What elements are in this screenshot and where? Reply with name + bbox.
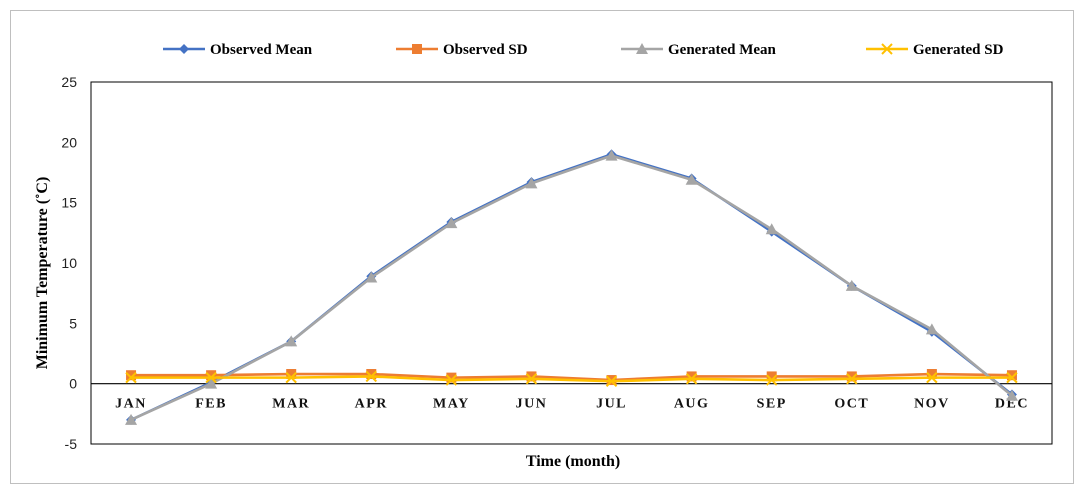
series-line (131, 372, 1012, 382)
data-point (286, 369, 297, 380)
data-point (766, 371, 777, 382)
legend-label: Generated SD (913, 42, 1004, 58)
data-point (881, 43, 893, 55)
data-point (925, 323, 938, 335)
series-generated-mean (125, 149, 1018, 425)
chart-frame: -5 0 5 10 15 20 25 JAN FEB MAR APR MAY JUN JUL AUG SEP… (10, 10, 1074, 484)
data-point (605, 375, 618, 387)
x-tick-label: MAY (433, 397, 470, 412)
x-tick-label: NOV (914, 397, 950, 412)
data-point (285, 371, 297, 384)
y-tick-label: -5 (65, 436, 78, 452)
data-point (126, 370, 137, 381)
data-point (205, 371, 217, 384)
legend-entry: Generated Mean (621, 42, 777, 58)
y-axis-label: Minimum Temperature (˚C) (34, 177, 51, 370)
data-point (445, 374, 458, 386)
x-tick-label: JUL (596, 397, 627, 412)
legend-label: Observed Mean (210, 42, 313, 58)
x-tick-label: AUG (674, 397, 710, 412)
data-point (846, 371, 857, 382)
y-tick-label: 20 (61, 134, 77, 150)
y-tick-label: 15 (61, 195, 77, 211)
data-point (926, 369, 937, 380)
data-point (366, 369, 377, 380)
y-tick-label: 25 (61, 74, 77, 90)
data-point (125, 371, 137, 384)
data-point (1005, 389, 1018, 401)
data-point (125, 413, 138, 425)
x-tick-label: APR (355, 397, 388, 412)
data-point (206, 370, 217, 381)
data-point (765, 223, 778, 235)
y-tick-label: 5 (69, 315, 77, 331)
data-point (686, 371, 697, 382)
series-line (131, 375, 1012, 383)
data-point (1006, 370, 1017, 381)
data-point (845, 279, 858, 291)
data-point (365, 370, 377, 383)
data-point (205, 377, 218, 389)
data-point (685, 173, 698, 185)
x-tick-label: SEP (757, 397, 787, 412)
legend-label: Generated Mean (668, 42, 777, 58)
data-point (685, 373, 698, 385)
series-generated-sd (125, 370, 1018, 387)
data-point (365, 271, 378, 283)
legend-entry: Observed SD (396, 42, 528, 58)
data-point (285, 335, 298, 347)
x-tick-label: JUN (516, 397, 548, 412)
data-point (525, 373, 538, 385)
data-point (846, 373, 858, 385)
x-tick-label: DEC (995, 397, 1029, 412)
data-point (525, 177, 538, 189)
data-point (926, 371, 938, 384)
line-chart: -5 0 5 10 15 20 25 JAN FEB MAR APR MAY JUN JUL AUG SEP… (34, 42, 1053, 470)
data-point (412, 44, 422, 54)
y-tick-label: 10 (61, 255, 77, 271)
data-point (445, 217, 458, 229)
data-point (446, 372, 457, 383)
y-tick-label: 0 (69, 376, 77, 392)
x-axis-label: Time (month) (526, 453, 620, 470)
legend-entry: Generated SD (866, 42, 1004, 58)
data-point (179, 44, 189, 54)
x-tick-label: JAN (115, 397, 147, 412)
x-tick-label: MAR (272, 397, 310, 412)
data-point (766, 374, 778, 386)
data-point (636, 43, 648, 54)
legend-entry: Observed Mean (163, 42, 313, 58)
x-tick-label: OCT (834, 397, 869, 412)
data-point (1006, 371, 1018, 384)
data-point (526, 371, 537, 382)
plot-area (90, 81, 1053, 445)
legend-label: Observed SD (443, 42, 528, 58)
data-point (605, 149, 618, 161)
series-line (130, 154, 1013, 422)
x-tick-label: FEB (195, 397, 227, 412)
